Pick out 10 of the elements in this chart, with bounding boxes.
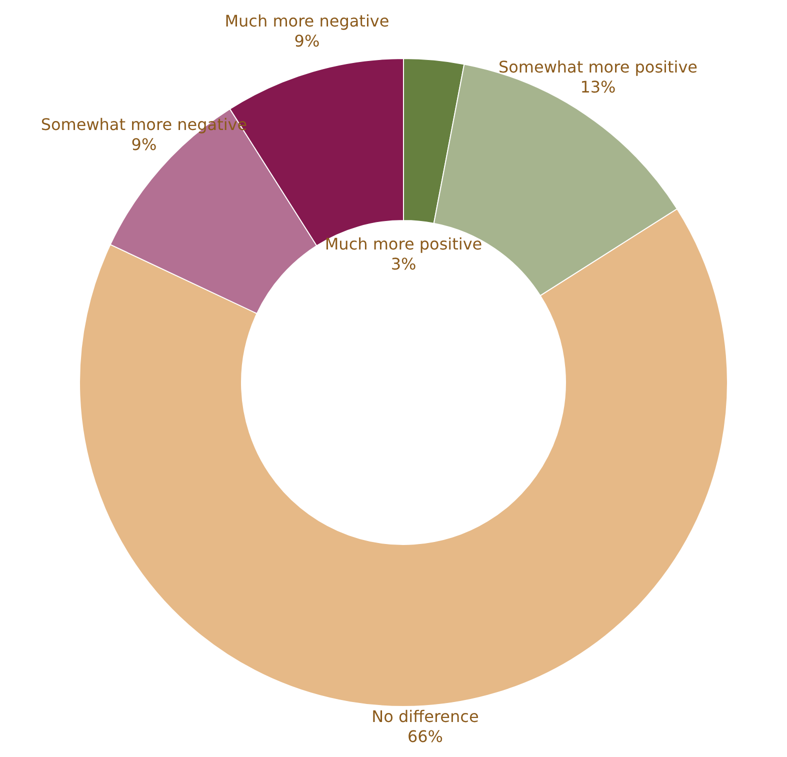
data-label: 9% [131,134,157,154]
slice-label: Much more negative [224,11,390,30]
data-label: 9% [294,31,320,50]
slice-label: Somewhat more positive [498,57,698,76]
slice-label: No difference [372,706,479,726]
slice-label: Somewhat more negative [40,114,248,134]
data-label: 3% [390,254,416,274]
data-label: 13% [580,77,616,96]
data-label: 66% [407,726,444,746]
slice-label: Much more positive [324,234,482,254]
